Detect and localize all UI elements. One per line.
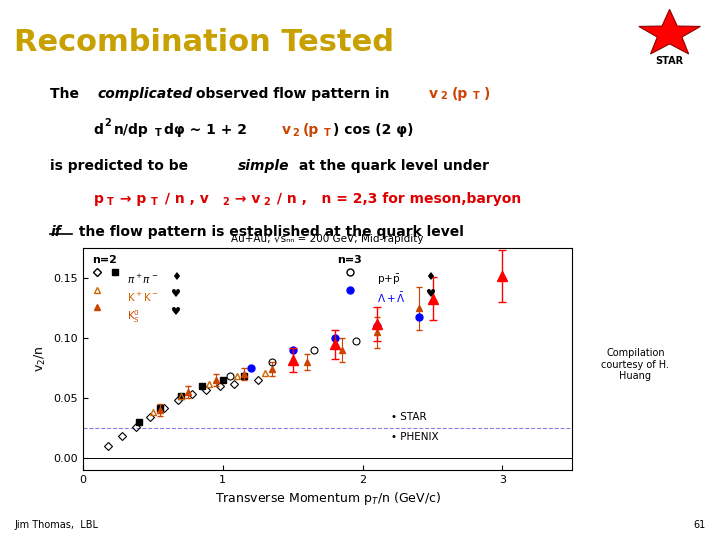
Text: 2: 2 bbox=[264, 197, 270, 207]
Text: / n ,   n = 2,3 for meson,baryon: / n , n = 2,3 for meson,baryon bbox=[272, 192, 521, 206]
Text: d: d bbox=[94, 123, 104, 137]
Text: ): ) bbox=[484, 86, 490, 100]
Text: Jim Thomas,  LBL: Jim Thomas, LBL bbox=[14, 520, 99, 530]
Text: v: v bbox=[282, 123, 291, 137]
Text: 61: 61 bbox=[693, 520, 706, 530]
Text: p: p bbox=[94, 192, 104, 206]
Text: T: T bbox=[473, 91, 480, 102]
Text: T: T bbox=[155, 128, 161, 138]
Text: T: T bbox=[151, 197, 158, 207]
Text: n=2: n=2 bbox=[93, 255, 117, 265]
Text: Au+Au; √sₙₙ = 200 GeV; Mid-rapidity: Au+Au; √sₙₙ = 200 GeV; Mid-rapidity bbox=[231, 234, 424, 244]
Text: observed flow pattern in: observed flow pattern in bbox=[191, 86, 394, 100]
Text: 2: 2 bbox=[441, 91, 447, 102]
Text: T: T bbox=[324, 128, 330, 138]
Text: 2: 2 bbox=[222, 197, 228, 207]
Text: K$^0_S$: K$^0_S$ bbox=[127, 308, 140, 325]
Text: → p: → p bbox=[115, 192, 146, 206]
Text: T: T bbox=[107, 197, 113, 207]
Text: the flow pattern is established at the quark level: the flow pattern is established at the q… bbox=[74, 225, 464, 239]
Text: n=3: n=3 bbox=[338, 255, 362, 265]
Text: 2: 2 bbox=[104, 118, 111, 128]
Text: if: if bbox=[50, 225, 61, 239]
Text: p+$\bar{\mathrm{p}}$: p+$\bar{\mathrm{p}}$ bbox=[377, 273, 400, 287]
Text: Recombination Tested: Recombination Tested bbox=[14, 28, 395, 57]
Text: dφ ~ 1 + 2: dφ ~ 1 + 2 bbox=[164, 123, 252, 137]
Text: (p: (p bbox=[302, 123, 319, 137]
Text: STAR: STAR bbox=[655, 56, 684, 66]
Text: v: v bbox=[428, 86, 438, 100]
Text: / n , v: / n , v bbox=[160, 192, 209, 206]
Polygon shape bbox=[639, 9, 701, 54]
X-axis label: Transverse Momentum p$_T$/n (GeV/c): Transverse Momentum p$_T$/n (GeV/c) bbox=[215, 490, 441, 507]
Text: ♥: ♥ bbox=[171, 307, 181, 317]
Text: K$^+$K$^-$: K$^+$K$^-$ bbox=[127, 291, 158, 303]
Text: n/dp: n/dp bbox=[114, 123, 148, 137]
Text: ♥: ♥ bbox=[426, 289, 436, 299]
Text: is predicted to be: is predicted to be bbox=[50, 159, 194, 173]
Text: Compilation
courtesy of H.
Huang: Compilation courtesy of H. Huang bbox=[601, 348, 670, 381]
Text: 2: 2 bbox=[292, 128, 299, 138]
Text: at the quark level under: at the quark level under bbox=[294, 159, 489, 173]
Text: The: The bbox=[50, 86, 84, 100]
Text: ♦: ♦ bbox=[171, 272, 181, 282]
Text: ♥: ♥ bbox=[171, 289, 181, 299]
Y-axis label: v$_2$/n: v$_2$/n bbox=[32, 346, 48, 373]
Text: complicated: complicated bbox=[97, 86, 192, 100]
Text: • PHENIX: • PHENIX bbox=[391, 432, 439, 442]
Text: $\Lambda+\bar{\Lambda}$: $\Lambda+\bar{\Lambda}$ bbox=[377, 291, 405, 305]
Text: simple: simple bbox=[238, 159, 289, 173]
Text: • STAR: • STAR bbox=[391, 412, 427, 422]
Text: → v: → v bbox=[230, 192, 261, 206]
Text: ♦: ♦ bbox=[426, 272, 436, 282]
Text: ) cos (2 φ): ) cos (2 φ) bbox=[333, 123, 414, 137]
Text: $\pi^+\pi^-$: $\pi^+\pi^-$ bbox=[127, 273, 158, 286]
Text: (p: (p bbox=[451, 86, 468, 100]
